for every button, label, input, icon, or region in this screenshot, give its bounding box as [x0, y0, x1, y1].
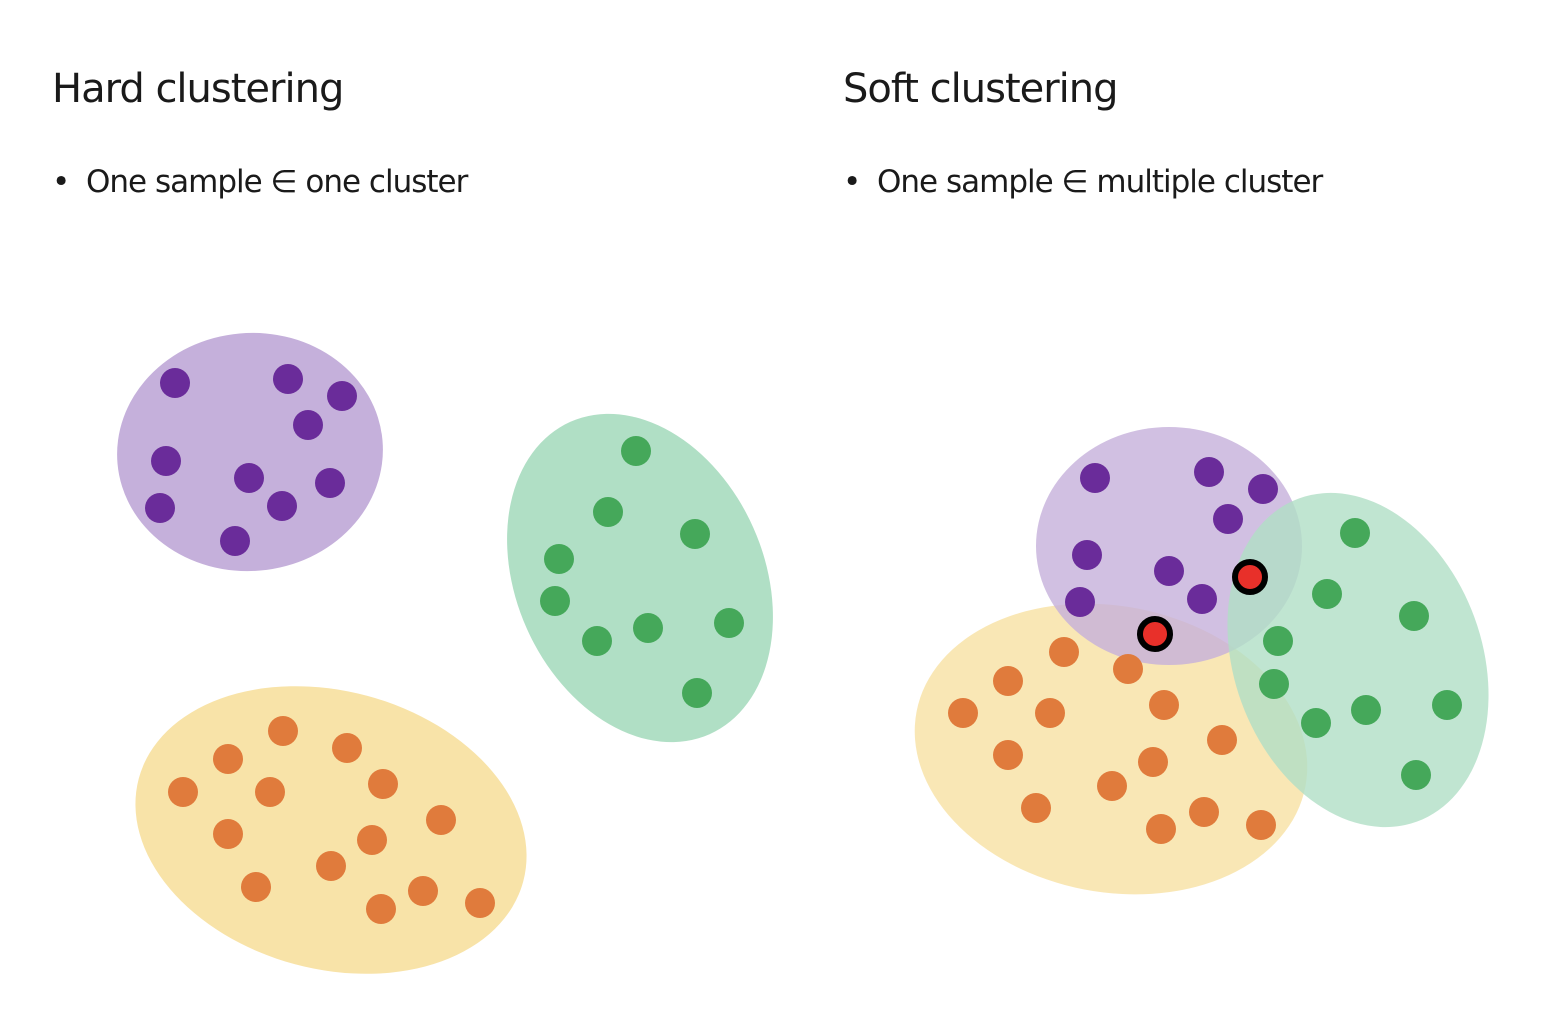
green-data-point: [714, 608, 744, 638]
orange-data-point: [332, 733, 362, 763]
purple-data-point: [220, 526, 250, 556]
green-data-point: [1259, 669, 1289, 699]
hard-purple-cluster-region: [117, 332, 383, 572]
orange-data-point: [357, 825, 387, 855]
hard-clustering-bullet: • One sample ∈ one cluster: [52, 164, 468, 200]
hard-green-points: [540, 436, 744, 708]
green-data-point: [1399, 601, 1429, 631]
soft-green-points: [1259, 518, 1462, 790]
purple-data-point: [327, 381, 357, 411]
purple-data-point: [1154, 556, 1184, 586]
orange-data-point: [948, 698, 978, 728]
green-data-point: [621, 436, 651, 466]
hard-clustering-description: One sample ∈ one cluster: [86, 164, 468, 200]
orange-data-point: [1049, 637, 1079, 667]
orange-data-point: [408, 876, 438, 906]
bullet-icon: •: [52, 164, 70, 200]
purple-data-point: [273, 364, 303, 394]
orange-data-point: [1113, 654, 1143, 684]
orange-data-point: [1138, 747, 1168, 777]
hard-purple-points: [145, 364, 357, 556]
orange-data-point: [465, 888, 495, 918]
orange-data-point: [1207, 725, 1237, 755]
hard-yellow-cluster-region: [135, 686, 527, 974]
bullet-icon: •: [843, 164, 861, 200]
green-data-point: [682, 678, 712, 708]
green-data-point: [544, 544, 574, 574]
purple-data-point: [267, 491, 297, 521]
green-data-point: [1263, 626, 1293, 656]
orange-data-point: [993, 666, 1023, 696]
hard-clustering-diagram: [117, 332, 773, 974]
green-data-point: [582, 626, 612, 656]
orange-data-point: [1097, 771, 1127, 801]
purple-data-point: [1065, 587, 1095, 617]
orange-data-point: [1189, 797, 1219, 827]
soft-clustering-title: Soft clustering: [843, 66, 1119, 112]
purple-data-point: [315, 468, 345, 498]
shared-membership-point: [1232, 559, 1268, 595]
orange-data-point: [993, 740, 1023, 770]
orange-data-point: [213, 744, 243, 774]
purple-data-point: [151, 446, 181, 476]
green-data-point: [633, 613, 663, 643]
green-data-point: [593, 497, 623, 527]
purple-data-point: [160, 368, 190, 398]
orange-data-point: [255, 777, 285, 807]
orange-data-point: [1146, 814, 1176, 844]
green-data-point: [1301, 708, 1331, 738]
purple-data-point: [1072, 540, 1102, 570]
orange-data-point: [241, 872, 271, 902]
soft-clustering-description: One sample ∈ multiple cluster: [877, 164, 1323, 200]
orange-data-point: [316, 851, 346, 881]
soft-green-cluster-region: [1227, 492, 1489, 828]
purple-data-point: [1194, 457, 1224, 487]
green-data-point: [1312, 579, 1342, 609]
green-data-point: [1432, 690, 1462, 720]
green-data-point: [1401, 760, 1431, 790]
soft-purple-points: [1065, 457, 1278, 617]
orange-data-point: [366, 894, 396, 924]
purple-data-point: [1187, 584, 1217, 614]
soft-shared-points: [1137, 559, 1268, 652]
shared-membership-point: [1137, 616, 1173, 652]
purple-data-point: [1248, 474, 1278, 504]
green-data-point: [1351, 695, 1381, 725]
orange-data-point: [168, 777, 198, 807]
green-data-point: [540, 586, 570, 616]
orange-data-point: [268, 716, 298, 746]
green-data-point: [1340, 518, 1370, 548]
purple-data-point: [234, 463, 264, 493]
orange-data-point: [1149, 690, 1179, 720]
soft-clustering-diagram: [914, 427, 1489, 895]
hard-green-cluster-region: [507, 413, 773, 743]
orange-data-point: [368, 769, 398, 799]
green-data-point: [680, 519, 710, 549]
orange-data-point: [1035, 698, 1065, 728]
soft-clustering-bullet: • One sample ∈ multiple cluster: [843, 164, 1323, 200]
hard-orange-points: [168, 716, 495, 924]
orange-data-point: [426, 805, 456, 835]
orange-data-point: [1246, 810, 1276, 840]
purple-data-point: [293, 410, 323, 440]
hard-clustering-title: Hard clustering: [52, 66, 344, 112]
soft-orange-points: [948, 637, 1276, 844]
orange-data-point: [213, 819, 243, 849]
purple-data-point: [1080, 463, 1110, 493]
purple-data-point: [1213, 504, 1243, 534]
purple-data-point: [145, 493, 175, 523]
orange-data-point: [1021, 793, 1051, 823]
